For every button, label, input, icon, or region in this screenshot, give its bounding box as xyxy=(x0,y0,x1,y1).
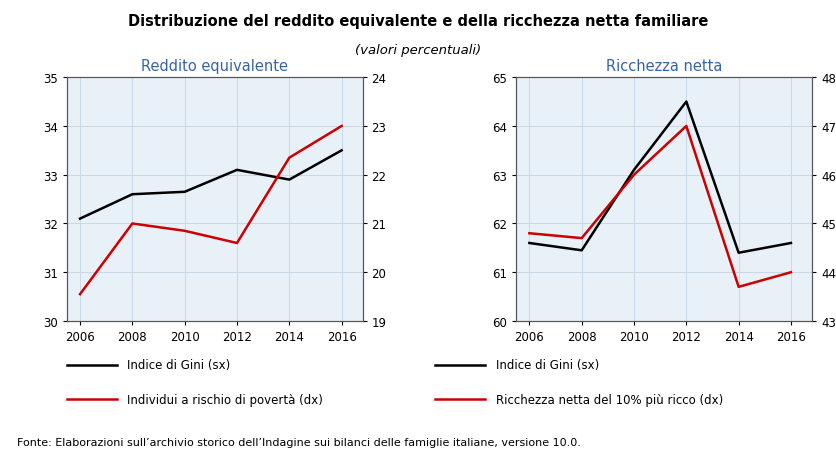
Text: Ricchezza netta del 10% più ricco (dx): Ricchezza netta del 10% più ricco (dx) xyxy=(495,393,722,406)
Text: (valori percentuali): (valori percentuali) xyxy=(355,44,481,56)
Text: Indice di Gini (sx): Indice di Gini (sx) xyxy=(495,358,598,371)
Title: Ricchezza netta: Ricchezza netta xyxy=(605,59,721,74)
Text: Individui a rischio di povertà (dx): Individui a rischio di povertà (dx) xyxy=(127,393,323,406)
Text: Fonte: Elaborazioni sull’archivio storico dell’Indagine sui bilanci delle famigl: Fonte: Elaborazioni sull’archivio storic… xyxy=(17,437,580,448)
Text: Distribuzione del reddito equivalente e della ricchezza netta familiare: Distribuzione del reddito equivalente e … xyxy=(128,14,708,29)
Text: Indice di Gini (sx): Indice di Gini (sx) xyxy=(127,358,230,371)
Title: Reddito equivalente: Reddito equivalente xyxy=(141,59,288,74)
